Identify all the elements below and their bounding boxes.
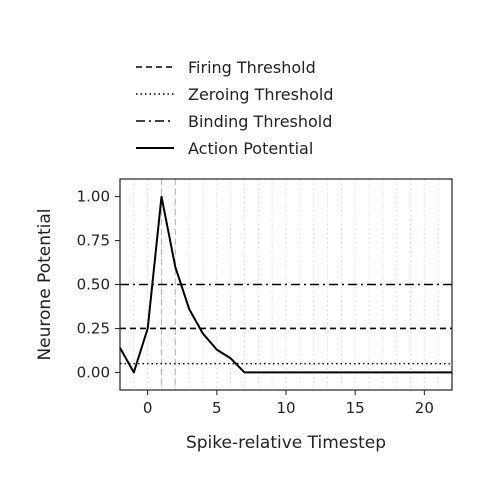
x-axis-label: Spike-relative Timestep (186, 433, 386, 453)
y-axis-label: Neurone Potential (35, 208, 55, 360)
legend-label-binding-threshold: Binding Threshold (188, 112, 332, 131)
x-tick-label: 10 (276, 399, 295, 417)
ticks: 0 5 10 15 20 0.00 0.25 0.50 0.75 1.00 (77, 188, 434, 417)
x-tick-label: 15 (346, 399, 365, 417)
legend-label-zeroing-threshold: Zeroing Threshold (188, 85, 334, 104)
y-tick-label: 0.00 (77, 363, 110, 381)
y-tick-label: 0.75 (77, 232, 110, 250)
x-tick-label: 20 (415, 399, 434, 417)
x-tick-label: 5 (212, 399, 222, 417)
action-potential-line (119, 195, 452, 374)
x-tick-label: 0 (143, 399, 153, 417)
legend: Firing Threshold Zeroing Threshold Binding… (136, 58, 334, 158)
series-group (119, 195, 452, 374)
y-tick-label: 0.50 (77, 276, 110, 294)
y-tick-label: 1.00 (77, 188, 110, 206)
legend-label-action-potential: Action Potential (188, 139, 313, 158)
legend-label-firing-threshold: Firing Threshold (188, 58, 316, 77)
y-tick-label: 0.25 (77, 319, 110, 337)
